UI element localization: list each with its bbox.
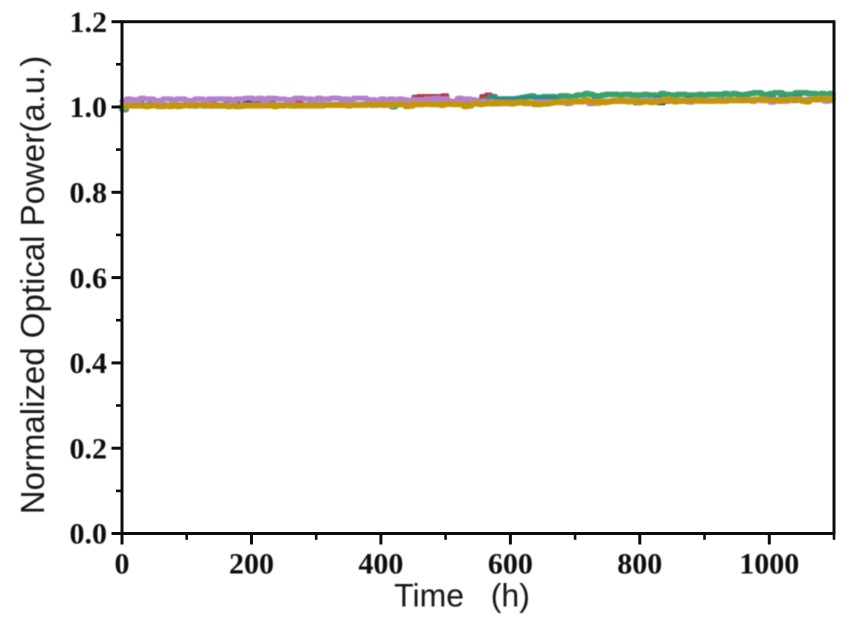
svg-text:0.4: 0.4 [70,347,108,380]
svg-text:800: 800 [617,548,662,581]
svg-text:Normalized Optical Power(a.u.): Normalized Optical Power(a.u.) [14,56,51,515]
svg-text:200: 200 [229,548,274,581]
svg-text:400: 400 [358,548,403,581]
svg-text:0.8: 0.8 [70,177,108,210]
svg-text:600: 600 [488,548,533,581]
svg-text:1000: 1000 [739,548,799,581]
svg-text:0.6: 0.6 [70,262,108,295]
svg-text:1.0: 1.0 [70,91,108,124]
svg-text:0: 0 [115,548,130,581]
svg-text:1.2: 1.2 [70,6,108,39]
svg-text:0.0: 0.0 [70,518,108,551]
svg-text:Time (h): Time (h) [394,578,530,614]
svg-text:0.2: 0.2 [70,432,108,465]
